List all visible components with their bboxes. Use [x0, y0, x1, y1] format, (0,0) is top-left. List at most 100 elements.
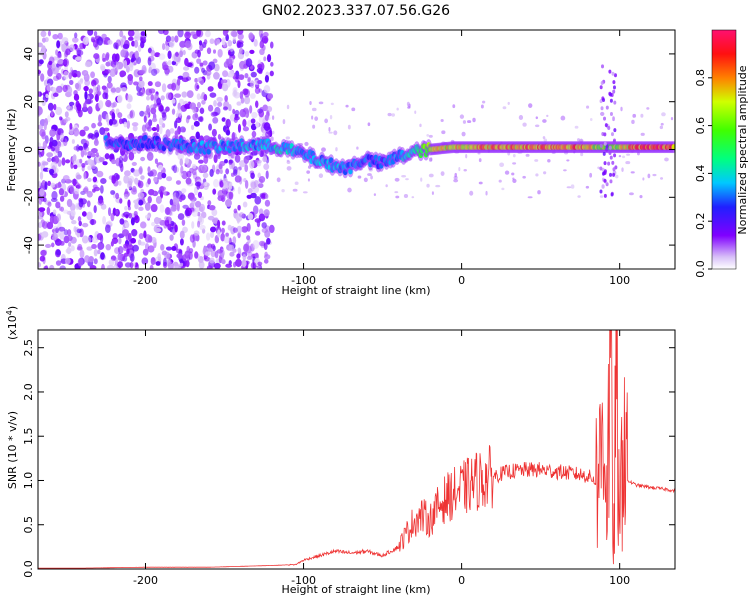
heatmap-noise-cell [177, 213, 185, 221]
heatmap-noise-cell [171, 245, 177, 252]
heatmap-noise-cell [197, 77, 203, 82]
heatmap-noise-cell [210, 250, 216, 258]
heatmap-noise-cell [114, 257, 119, 266]
heatmap-noise-cell [221, 259, 226, 265]
heatmap-noise-cell [92, 85, 97, 93]
heatmap-noise-cell [105, 224, 111, 233]
heatmap-noise-cell [452, 104, 456, 109]
heatmap-noise-cell [128, 62, 134, 72]
heatmap-noise-cell [306, 170, 311, 174]
heatmap-noise-cell [157, 171, 163, 180]
heatmap-noise-cell [626, 153, 631, 156]
heatmap-noise-cell [167, 261, 174, 269]
heatmap-noise-cell [38, 142, 41, 147]
heatmap-noise-cell [58, 226, 66, 232]
heatmap-noise-cell [237, 80, 241, 89]
y-tick-label: -20 [22, 188, 35, 206]
heatmap-noise-cell [122, 43, 130, 49]
heatmap-noise-cell [639, 195, 643, 199]
heatmap-noise-cell [137, 180, 144, 189]
heatmap-noise-cell [142, 248, 149, 256]
heatmap-noise-cell [640, 132, 645, 136]
heatmap-noise-cell [357, 175, 362, 179]
heatmap-noise-cell [153, 176, 158, 183]
snr-series-line [38, 330, 675, 569]
heatmap-noise-cell [60, 206, 65, 212]
heatmap-noise-cell [535, 173, 539, 177]
heatmap-noise-cell [664, 157, 669, 162]
heatmap-noise-cell [118, 237, 122, 245]
heatmap-noise-cell [54, 183, 62, 189]
heatmap-noise-cell [62, 209, 69, 214]
heatmap-noise-cell [55, 260, 62, 266]
heatmap-noise-cell [232, 108, 236, 115]
heatmap-noise-cell [59, 231, 65, 240]
heatmap-noise-cell [111, 53, 117, 63]
heatmap-noise-cell [225, 199, 232, 207]
heatmap-noise-cell [205, 251, 211, 257]
heatmap-noise-cell [140, 156, 146, 162]
heatmap-spike-cell [599, 143, 603, 148]
snr-multiplier-exp: 4 [5, 310, 14, 315]
heatmap-noise-cell [197, 116, 203, 122]
heatmap-noise-cell [140, 221, 147, 229]
heatmap-noise-cell [254, 252, 259, 260]
heatmap-noise-cell [87, 158, 93, 166]
heatmap-noise-cell [84, 79, 91, 87]
heatmap-noise-cell [84, 98, 92, 105]
heatmap-noise-cell [84, 90, 88, 100]
heatmap-noise-cell [134, 202, 139, 210]
heatmap-noise-cell [40, 249, 47, 257]
heatmap-noise-cell [87, 236, 92, 244]
heatmap-spike-cell [611, 160, 615, 165]
snr-xlabel: Height of straight line (km) [281, 583, 430, 596]
heatmap-noise-cell [242, 126, 249, 132]
heatmap-noise-cell [463, 169, 467, 172]
heatmap-noise-cell [441, 130, 446, 135]
heatmap-noise-cell [250, 123, 257, 131]
heatmap-noise-cell [38, 106, 43, 116]
heatmap-noise-cell [126, 94, 133, 103]
heatmap-noise-cell [136, 91, 143, 96]
heatmap-noise-cell [110, 212, 115, 222]
heatmap-noise-cell [213, 71, 220, 80]
heatmap-spike-cell [605, 144, 609, 149]
heatmap-noise-cell [38, 91, 41, 97]
heatmap-noise-cell [601, 184, 605, 189]
heatmap-noise-cell [264, 258, 269, 264]
heatmap-noise-cell [560, 115, 566, 121]
heatmap-noise-cell [249, 49, 255, 54]
heatmap-noise-cell [261, 228, 269, 233]
heatmap-noise-cell [129, 261, 134, 269]
heatmap-noise-cell [81, 235, 89, 244]
heatmap-noise-cell [435, 184, 441, 188]
heatmap-noise-cell [255, 159, 262, 164]
heatmap-noise-cell [74, 187, 80, 195]
heatmap-noise-cell [250, 181, 257, 190]
heatmap-noise-cell [165, 92, 172, 100]
heatmap-noise-cell [167, 60, 172, 66]
heatmap-noise-cell [38, 161, 41, 167]
heatmap-noise-cell [43, 122, 47, 131]
heatmap-noise-cell [311, 107, 317, 112]
heatmap-noise-cell [242, 201, 248, 208]
heatmap-noise-cell [150, 169, 158, 177]
heatmap-noise-cell [123, 121, 128, 128]
heatmap-noise-cell [78, 220, 82, 227]
heatmap-noise-cell [128, 36, 134, 41]
heatmap-noise-cell [154, 158, 159, 165]
heatmap-noise-cell [44, 265, 49, 269]
heatmap-noise-cell [534, 159, 539, 162]
heatmap-noise-cell [267, 93, 274, 100]
heatmap-spike-cell [608, 145, 612, 150]
heatmap-spike-cell [610, 132, 614, 137]
heatmap-noise-cell [210, 226, 217, 233]
heatmap-noise-cell [179, 50, 184, 58]
heatmap-noise-cell [112, 232, 118, 240]
heatmap-noise-cell [132, 81, 139, 86]
heatmap-noise-cell [236, 41, 244, 48]
heatmap-noise-cell [115, 192, 120, 200]
heatmap-noise-cell [117, 261, 123, 269]
heatmap-noise-cell [198, 40, 203, 46]
heatmap-noise-cell [213, 63, 220, 72]
